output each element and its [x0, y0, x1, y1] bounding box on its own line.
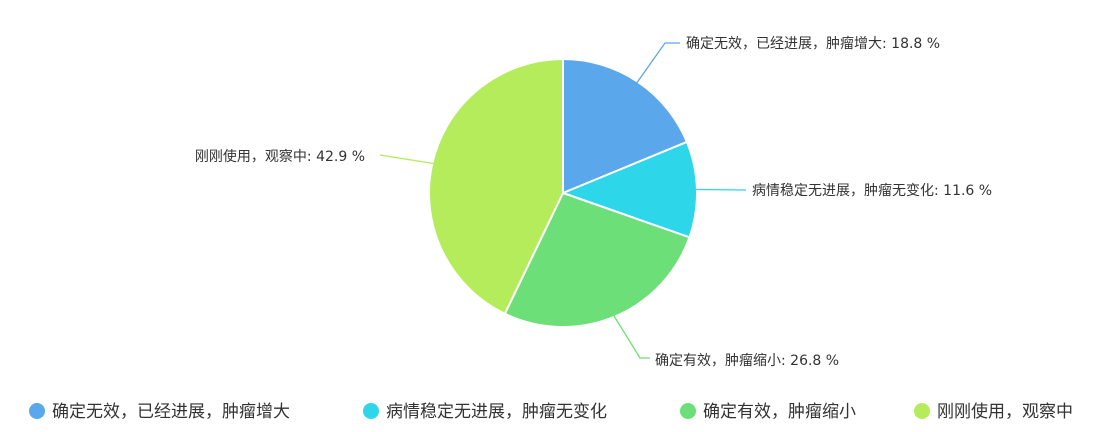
legend-marker[interactable]: [29, 403, 45, 419]
data-label: 确定无效，已经进展，肿瘤增大: 18.8 %: [686, 35, 940, 52]
label-connector: [694, 188, 746, 191]
legend-label[interactable]: 刚刚使用，观察中: [937, 401, 1073, 422]
legend-label[interactable]: 确定有效，肿瘤缩小: [703, 402, 856, 422]
legend-marker[interactable]: [680, 403, 696, 419]
data-label: 刚刚使用，观察中: 42.9 %: [195, 148, 365, 165]
label-connector: [379, 154, 435, 165]
legend-marker[interactable]: [914, 403, 930, 419]
data-label: 病情稳定无进展，肿瘤无变化: 11.6 %: [752, 182, 992, 199]
legend-label[interactable]: 确定无效，已经进展，肿瘤增大: [52, 402, 290, 422]
legend-marker[interactable]: [363, 403, 379, 419]
label-connector: [635, 42, 680, 84]
label-connector: [612, 314, 650, 359]
data-label: 确定有效，肿瘤缩小: 26.8 %: [655, 352, 839, 369]
legend-label[interactable]: 病情稳定无进展，肿瘤无变化: [386, 402, 607, 422]
